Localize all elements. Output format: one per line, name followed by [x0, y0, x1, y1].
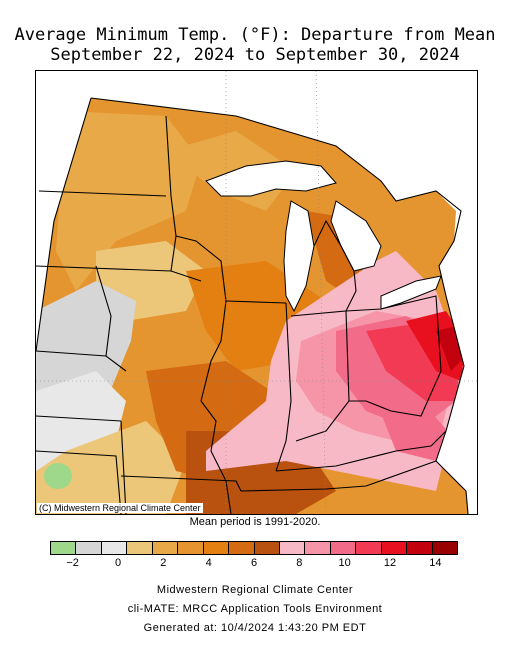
legend-swatch-3 — [127, 542, 153, 554]
state-borders — [36, 97, 469, 514]
map-title-line2: September 22, 2024 to September 30, 2024 — [50, 45, 460, 65]
copyright-label: (C) Midwestern Regional Climate Center — [37, 503, 203, 513]
legend-tick-label: 14 — [429, 557, 442, 569]
color-legend — [50, 541, 458, 555]
legend-swatch-12 — [356, 542, 382, 554]
footer-org: Midwestern Regional Climate Center — [156, 584, 354, 596]
legend-swatch-0 — [51, 542, 77, 554]
legend-ticks: −2 0 2 4 6 8 10 12 14 — [50, 557, 458, 571]
tan-southwest — [36, 421, 186, 514]
legend-tick-label: 12 — [383, 557, 397, 569]
legend-swatch-10 — [305, 542, 331, 554]
legend-swatch-2 — [101, 542, 128, 554]
footer-generated: Generated at: 10/4/2024 1:43:20 PM EDT — [143, 622, 367, 634]
green-spot — [44, 463, 72, 489]
legend-swatch-11 — [330, 542, 357, 554]
legend-swatch-13 — [381, 542, 408, 554]
great-lakes — [205, 160, 442, 313]
legend-swatch-15 — [432, 542, 457, 554]
legend-swatch-4 — [152, 542, 179, 554]
legend-swatch-7 — [229, 542, 255, 554]
map-graphic — [36, 71, 477, 514]
legend-tick-label: 10 — [338, 557, 351, 569]
map-title-line1: Average Minimum Temp. (°F): Departure fr… — [14, 25, 496, 45]
legend-swatch-5 — [178, 542, 204, 554]
legend-tick-label: 4 — [205, 557, 212, 569]
legend-swatch-14 — [407, 542, 433, 554]
legend-swatch-1 — [76, 542, 102, 554]
legend-tick-label: 6 — [250, 557, 258, 569]
graticule — [36, 71, 477, 514]
legend-tick-label: −2 — [66, 557, 79, 569]
light-orange-north — [56, 111, 201, 291]
legend-tick-label: 8 — [296, 557, 303, 569]
temperature-departure-map — [35, 70, 478, 515]
legend-swatch-9 — [279, 542, 306, 554]
legend-swatch-8 — [254, 542, 280, 554]
canada-area — [91, 71, 477, 221]
legend-tick-label: 0 — [114, 557, 122, 569]
legend-swatch-6 — [203, 542, 230, 554]
mean-period-label: Mean period is 1991-2020. — [189, 516, 321, 528]
footer-app: cli-MATE: MRCC Application Tools Environ… — [127, 603, 383, 615]
legend-tick-label: 2 — [160, 557, 167, 569]
